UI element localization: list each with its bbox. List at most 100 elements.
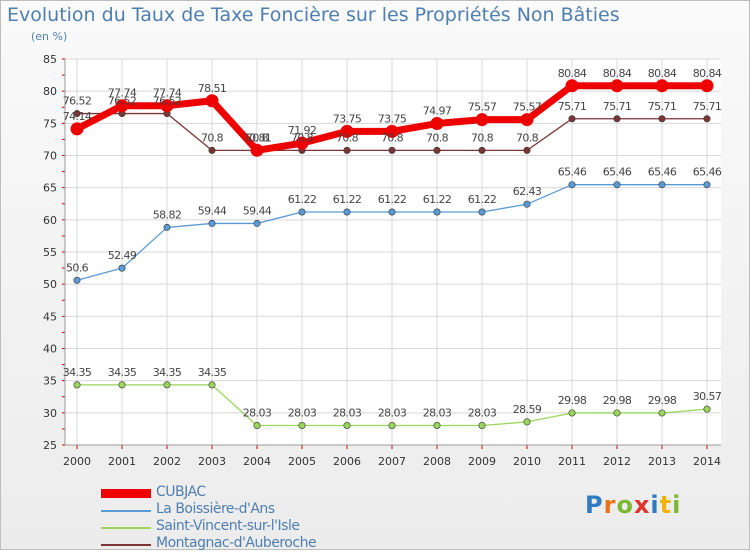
data-point <box>298 208 306 216</box>
data-label: 70.8 <box>246 131 269 144</box>
data-label: 73.75 <box>333 112 362 125</box>
data-point <box>343 146 351 154</box>
y-tick-label: 85 <box>43 53 57 66</box>
data-label: 28.03 <box>243 407 272 420</box>
data-label: 28.03 <box>333 407 362 420</box>
x-tick-label: 2002 <box>153 455 181 468</box>
data-label: 61.22 <box>468 193 497 206</box>
legend-label: La Boissière-d'Ans <box>156 501 275 517</box>
data-point <box>478 422 486 430</box>
data-point <box>343 208 351 216</box>
data-point <box>613 181 621 189</box>
data-point <box>658 409 666 417</box>
data-point <box>73 276 81 284</box>
x-tick-label: 2000 <box>63 455 91 468</box>
data-point <box>253 422 261 430</box>
data-label: 70.8 <box>336 131 359 144</box>
data-label: 28.03 <box>423 407 452 420</box>
data-label: 61.22 <box>288 193 317 206</box>
data-point <box>208 381 216 389</box>
data-label: 77.74 <box>108 87 137 100</box>
data-label: 75.71 <box>648 100 677 113</box>
data-label: 61.22 <box>333 193 362 206</box>
data-point <box>118 381 126 389</box>
logo-letter: P <box>585 491 604 519</box>
y-axis-unit: (en %) <box>31 30 68 43</box>
data-label: 65.46 <box>558 166 587 179</box>
x-tick-label: 2009 <box>468 455 496 468</box>
y-tick-label: 60 <box>43 214 57 227</box>
data-point <box>613 409 621 417</box>
data-point <box>478 146 486 154</box>
x-tick-label: 2008 <box>423 455 451 468</box>
data-point <box>433 422 441 430</box>
data-label: 61.22 <box>378 193 407 206</box>
data-label: 30.57 <box>693 390 722 403</box>
data-point <box>295 136 309 150</box>
data-point <box>520 113 534 127</box>
logo-letter: t <box>659 491 673 519</box>
logo-letter: r <box>603 491 617 519</box>
x-tick-label: 2011 <box>558 455 586 468</box>
data-label: 74.14 <box>63 110 92 123</box>
data-point <box>253 219 261 227</box>
data-point <box>340 124 354 138</box>
data-point <box>70 122 84 136</box>
data-point <box>523 146 531 154</box>
y-tick-label: 75 <box>43 117 57 130</box>
data-label: 70.8 <box>516 131 539 144</box>
data-label: 61.22 <box>423 193 452 206</box>
data-label: 62.43 <box>513 185 542 198</box>
data-label: 70.8 <box>471 131 494 144</box>
x-tick-label: 2013 <box>648 455 676 468</box>
y-tick-label: 30 <box>43 407 57 420</box>
legend-label: Saint-Vincent-sur-l'Isle <box>156 518 300 534</box>
logo-letter: o <box>616 491 634 519</box>
data-point <box>388 422 396 430</box>
data-point <box>115 99 129 113</box>
data-point <box>73 110 81 118</box>
data-label: 29.98 <box>603 394 632 407</box>
data-label: 70.81 <box>243 131 272 144</box>
data-point <box>568 409 576 417</box>
data-point <box>250 143 264 157</box>
data-point <box>568 115 576 123</box>
data-point <box>388 208 396 216</box>
data-label: 78.51 <box>198 82 227 95</box>
data-label: 71.92 <box>288 124 317 137</box>
data-label: 76.52 <box>153 95 182 108</box>
legend-label: Montagnac-d'Auberoche <box>156 535 317 551</box>
x-tick-label: 2012 <box>603 455 631 468</box>
data-label: 80.84 <box>648 67 677 80</box>
data-label: 59.44 <box>198 204 227 217</box>
data-label: 34.35 <box>63 366 92 379</box>
data-label: 75.57 <box>468 101 497 114</box>
data-label: 34.35 <box>198 366 227 379</box>
logo-letter: i <box>672 491 682 519</box>
data-point <box>703 115 711 123</box>
data-label: 28.03 <box>288 407 317 420</box>
x-tick-label: 2004 <box>243 455 271 468</box>
data-point <box>163 381 171 389</box>
x-tick-label: 2001 <box>108 455 136 468</box>
data-point <box>343 422 351 430</box>
data-label: 58.82 <box>153 208 182 221</box>
data-label: 28.03 <box>378 407 407 420</box>
data-label: 29.98 <box>558 394 587 407</box>
data-point <box>160 99 174 113</box>
data-point <box>208 146 216 154</box>
data-label: 73.75 <box>378 112 407 125</box>
data-point <box>205 94 219 108</box>
x-tick-label: 2014 <box>693 455 721 468</box>
data-point <box>433 146 441 154</box>
data-point <box>658 115 666 123</box>
x-tick-label: 2007 <box>378 455 406 468</box>
data-label: 70.8 <box>381 131 404 144</box>
y-tick-label: 70 <box>43 150 57 163</box>
data-point <box>208 219 216 227</box>
data-label: 74.97 <box>423 105 452 118</box>
data-point <box>118 264 126 272</box>
data-label: 52.49 <box>108 249 137 262</box>
